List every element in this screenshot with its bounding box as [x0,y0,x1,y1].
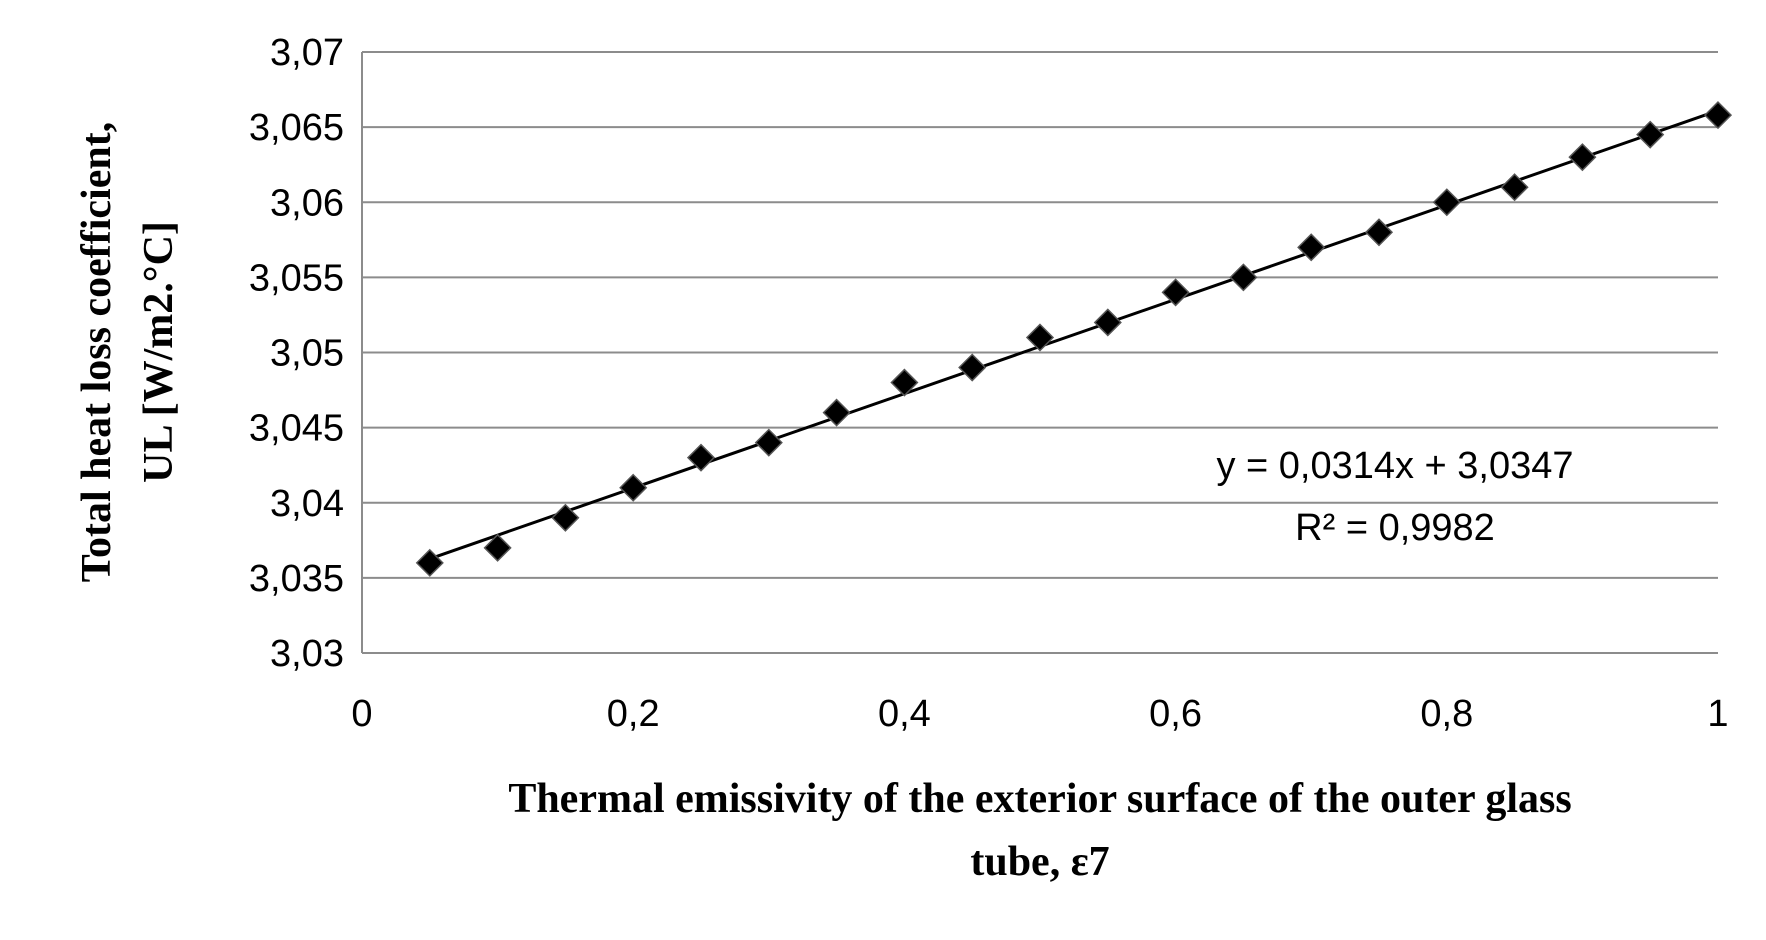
x-tick-label: 0,6 [1149,693,1202,735]
data-point [1025,323,1055,352]
data-point [958,353,987,382]
x-axis-ticks: 0 0,2 0,4 0,6 0,8 1 [351,693,1728,735]
y-tick-label: 3,04 [270,483,344,525]
gridlines [361,51,1718,654]
data-point [822,398,851,427]
data-point [1229,263,1258,292]
data-point [1093,308,1122,337]
y-tick-label: 3,055 [249,257,344,299]
data-point [1703,101,1733,130]
x-tick-label: 0,8 [1420,693,1473,735]
data-point [1636,120,1665,149]
data-point [415,548,444,577]
y-tick-label: 3,05 [270,333,344,375]
data-point [619,473,648,502]
y-tick-label: 3,06 [270,182,344,224]
x-tick-label: 0 [351,693,372,735]
x-tick-label: 0,2 [607,693,660,735]
trendline-r-squared: R² = 0,9982 [1295,507,1495,549]
data-points [415,101,1733,577]
x-tick-label: 0,4 [878,693,931,735]
data-point [1297,233,1326,262]
y-tick-label: 3,035 [249,558,344,600]
x-axis-title-line2: tube, ε7 [970,839,1109,885]
data-point [686,443,716,472]
data-point [551,503,580,532]
y-axis-title-line2: UL [W/m2.°C] [136,221,182,483]
data-point [1500,173,1529,202]
x-tick-label: 1 [1707,693,1728,735]
data-point [890,368,919,397]
data-point [1364,218,1394,247]
x-axis-title-line1: Thermal emissivity of the exterior surfa… [508,776,1571,822]
data-point [754,428,783,457]
y-tick-label: 3,045 [249,408,344,450]
data-point [1568,143,1597,172]
data-point [483,533,512,562]
y-axis-ticks: 3,03 3,035 3,04 3,045 3,05 3,055 3,06 3,065 3,07 [249,32,344,675]
y-tick-label: 3,07 [270,32,344,74]
y-tick-label: 3,065 [249,107,344,149]
trendline-equation: y = 0,0314x + 3,0347 [1216,445,1573,487]
data-point [1161,278,1190,307]
data-point [1432,188,1461,217]
y-axis-title-line1: Total heat loss coefficient, [74,122,120,582]
y-tick-label: 3,03 [270,633,344,675]
